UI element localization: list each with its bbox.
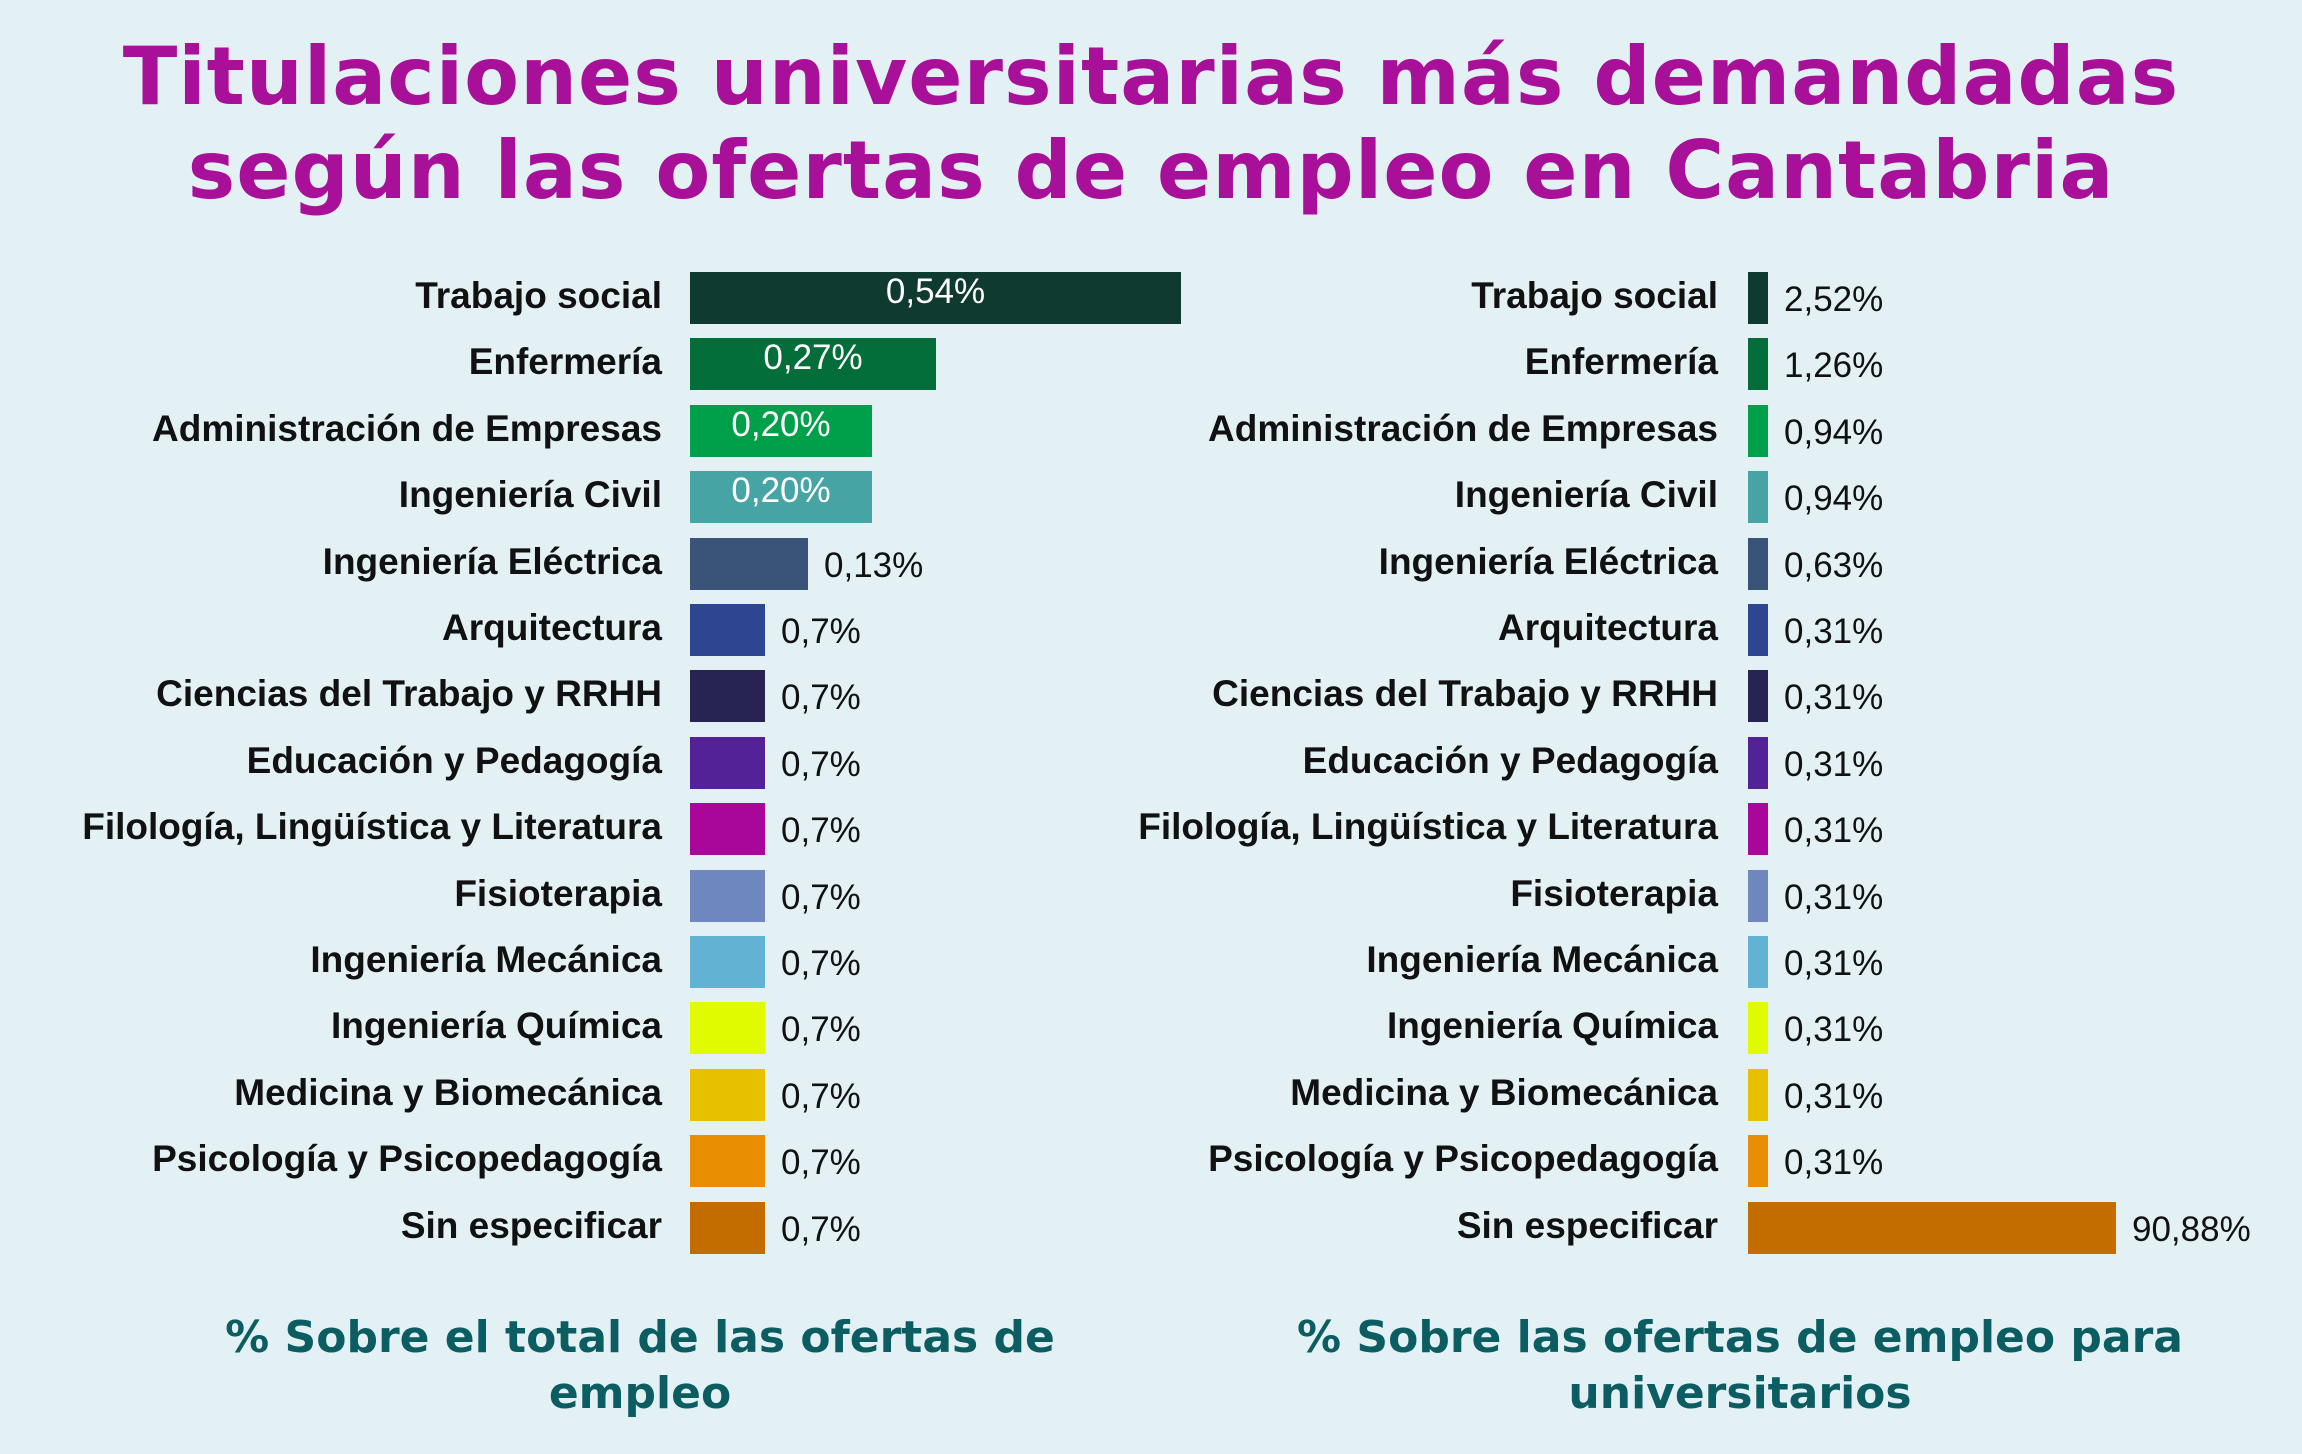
- left-value-label: 0,7%: [781, 811, 861, 851]
- right-bar: [1748, 272, 1768, 324]
- right-category-label: Ciencias del Trabajo y RRHH: [1212, 673, 1718, 715]
- right-value-label: 0,31%: [1784, 678, 1884, 718]
- right-category-label: Trabajo social: [1471, 275, 1718, 316]
- left-value-label: 0,7%: [781, 1010, 861, 1050]
- right-bar: [1748, 537, 1768, 590]
- right-value-label: 1,26%: [1784, 346, 1884, 386]
- left-category-label: Ingeniería Eléctrica: [322, 540, 662, 582]
- right-bar: [1748, 1135, 1768, 1188]
- right-value-label: 0,31%: [1784, 1076, 1884, 1116]
- left-chart-caption: % Sobre el total de las ofertas de emple…: [225, 1312, 1055, 1419]
- left-category-label: Psicología y Psicopedagogía: [152, 1138, 662, 1180]
- right-category-label: Ingeniería Química: [1386, 1005, 1718, 1047]
- left-bar: [690, 537, 808, 590]
- left-value-label: 0,7%: [781, 678, 861, 718]
- right-value-label: 0,94%: [1784, 412, 1884, 452]
- left-value-label: 0,7%: [781, 944, 861, 983]
- left-bar: [690, 1201, 765, 1254]
- right-value-label: 0,31%: [1784, 744, 1884, 784]
- right-value-label: 0,31%: [1784, 612, 1884, 651]
- left-bar: [690, 803, 765, 856]
- right-category-label: Sin especificar: [1456, 1204, 1718, 1246]
- right-value-label: 0,63%: [1784, 545, 1884, 585]
- right-category-label: Educación y Pedagogía: [1302, 739, 1718, 781]
- left-value-label: 0,7%: [781, 877, 861, 917]
- left-value-label: 0,27%: [763, 338, 863, 378]
- right-category-label: Ingeniería Civil: [1454, 474, 1718, 516]
- right-bar: [1748, 471, 1768, 524]
- right-category-label: Ingeniería Eléctrica: [1378, 540, 1718, 582]
- right-bar: [1748, 869, 1768, 922]
- left-bar: [690, 936, 765, 988]
- left-bar: [690, 1002, 765, 1055]
- left-value-label: 0,13%: [824, 545, 924, 585]
- left-bar: [690, 869, 765, 922]
- right-value-label: 0,31%: [1784, 1010, 1884, 1050]
- right-chart-caption: % Sobre las ofertas de empleo para unive…: [1297, 1312, 2183, 1419]
- left-category-label: Administración de Empresas: [152, 407, 662, 449]
- left-bar: [690, 736, 765, 789]
- right-bar: [1748, 736, 1768, 789]
- right-value-label: 2,52%: [1784, 280, 1884, 319]
- left-category-label: Sin especificar: [400, 1204, 662, 1246]
- right-value-label: 0,94%: [1784, 479, 1884, 519]
- right-bar: [1748, 936, 1768, 988]
- right-bar: [1748, 1201, 2116, 1254]
- right-category-label: Administración de Empresas: [1208, 407, 1718, 449]
- left-bar: [690, 1068, 765, 1121]
- left-category-label: Trabajo social: [415, 275, 662, 316]
- left-category-label: Fisioterapia: [454, 872, 662, 914]
- right-bar: [1748, 404, 1768, 457]
- right-value-label: 0,31%: [1784, 1143, 1884, 1183]
- left-bar: [690, 604, 765, 656]
- left-category-label: Enfermería: [468, 341, 662, 383]
- right-category-label: Enfermería: [1524, 341, 1718, 383]
- right-category-label: Psicología y Psicopedagogía: [1208, 1138, 1718, 1180]
- chart-title-line-1: Titulaciones universitarias más demandad…: [122, 30, 2180, 123]
- left-value-label: 0,7%: [781, 1143, 861, 1183]
- left-value-label: 0,54%: [885, 272, 986, 311]
- left-category-label: Arquitectura: [442, 607, 662, 648]
- left-category-label: Filología, Lingüística y Literatura: [82, 806, 662, 848]
- left-value-label: 0,20%: [731, 471, 831, 511]
- right-bar: [1748, 1068, 1768, 1121]
- left-bar: [690, 1135, 765, 1188]
- chart-title-line-2: según las ofertas de empleo en Cantabria: [187, 124, 2115, 217]
- right-bar: [1748, 604, 1768, 656]
- right-bar: [1748, 1002, 1768, 1055]
- right-bar: [1748, 803, 1768, 856]
- right-value-label: 0,31%: [1784, 811, 1884, 851]
- chart-title: Titulaciones universitarias más demandad…: [0, 30, 2302, 218]
- left-bar: [690, 338, 936, 391]
- left-category-label: Ingeniería Química: [330, 1005, 662, 1047]
- left-value-label: 0,7%: [781, 744, 861, 784]
- left-category-label: Ingeniería Mecánica: [310, 939, 662, 980]
- left-value-label: 0,7%: [781, 612, 861, 651]
- right-category-label: Medicina y Biomecánica: [1290, 1071, 1718, 1113]
- left-category-label: Ingeniería Civil: [398, 474, 662, 516]
- left-category-label: Ciencias del Trabajo y RRHH: [156, 673, 662, 715]
- left-bar: [690, 471, 872, 524]
- right-category-label: Filología, Lingüística y Literatura: [1138, 806, 1718, 848]
- right-value-label: 0,31%: [1784, 877, 1884, 917]
- right-bar: [1748, 338, 1768, 391]
- left-value-label: 0,7%: [781, 1076, 861, 1116]
- right-value-label: 90,88%: [2132, 1209, 2251, 1249]
- right-category-label: Ingeniería Mecánica: [1366, 939, 1718, 980]
- left-bar: [690, 670, 765, 723]
- left-category-label: Educación y Pedagogía: [246, 739, 662, 781]
- left-bar: [690, 404, 872, 457]
- left-value-label: 0,7%: [781, 1209, 861, 1249]
- right-bar: [1748, 670, 1768, 723]
- right-value-label: 0,31%: [1784, 944, 1884, 983]
- left-value-label: 0,20%: [731, 404, 831, 444]
- right-category-label: Arquitectura: [1498, 607, 1718, 648]
- left-bar: [690, 272, 1181, 324]
- right-category-label: Fisioterapia: [1510, 872, 1718, 914]
- left-category-label: Medicina y Biomecánica: [234, 1071, 662, 1113]
